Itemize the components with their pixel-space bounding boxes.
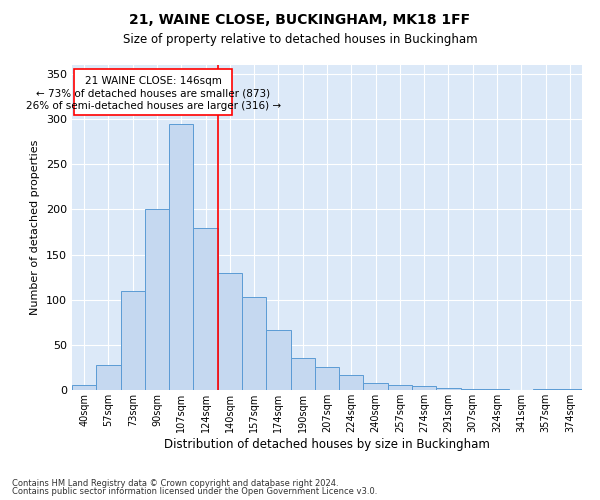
Bar bbox=[558, 389, 582, 390]
Bar bbox=[72, 384, 96, 390]
Bar bbox=[388, 386, 412, 390]
Bar bbox=[193, 228, 218, 390]
Bar bbox=[485, 389, 509, 390]
Bar bbox=[339, 374, 364, 390]
Bar bbox=[412, 386, 436, 390]
Y-axis label: Number of detached properties: Number of detached properties bbox=[31, 140, 40, 315]
Bar bbox=[436, 388, 461, 390]
Bar bbox=[169, 124, 193, 390]
Bar bbox=[290, 358, 315, 390]
Text: Contains public sector information licensed under the Open Government Licence v3: Contains public sector information licen… bbox=[12, 487, 377, 496]
Bar bbox=[242, 297, 266, 390]
Bar bbox=[364, 383, 388, 390]
X-axis label: Distribution of detached houses by size in Buckingham: Distribution of detached houses by size … bbox=[164, 438, 490, 451]
Bar bbox=[96, 364, 121, 390]
Text: ← 73% of detached houses are smaller (873): ← 73% of detached houses are smaller (87… bbox=[36, 88, 271, 99]
Text: 21 WAINE CLOSE: 146sqm: 21 WAINE CLOSE: 146sqm bbox=[85, 76, 222, 86]
Text: Size of property relative to detached houses in Buckingham: Size of property relative to detached ho… bbox=[122, 32, 478, 46]
Text: 21, WAINE CLOSE, BUCKINGHAM, MK18 1FF: 21, WAINE CLOSE, BUCKINGHAM, MK18 1FF bbox=[130, 12, 470, 26]
Bar bbox=[533, 389, 558, 390]
Bar bbox=[266, 330, 290, 390]
Bar bbox=[315, 368, 339, 390]
Bar bbox=[121, 290, 145, 390]
FancyBboxPatch shape bbox=[74, 68, 232, 114]
Text: 26% of semi-detached houses are larger (316) →: 26% of semi-detached houses are larger (… bbox=[26, 101, 281, 111]
Bar bbox=[145, 210, 169, 390]
Text: Contains HM Land Registry data © Crown copyright and database right 2024.: Contains HM Land Registry data © Crown c… bbox=[12, 478, 338, 488]
Bar bbox=[218, 272, 242, 390]
Bar bbox=[461, 389, 485, 390]
